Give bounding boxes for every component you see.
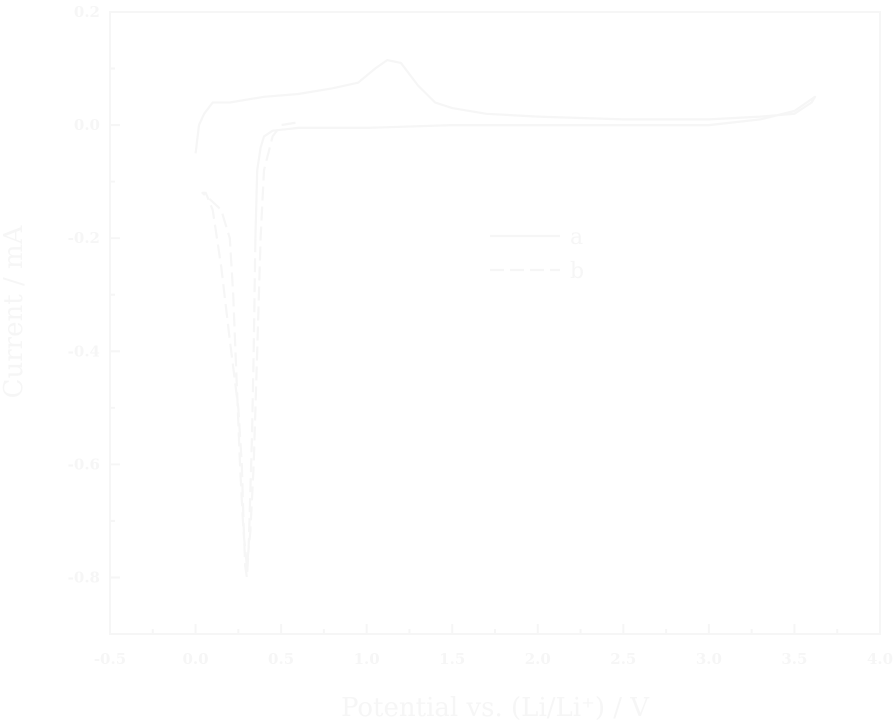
legend: ab [490, 225, 584, 284]
y-axis-title: Current / mA [0, 224, 29, 398]
series-layer [194, 59, 817, 579]
x-tick-label: 2.5 [610, 650, 636, 668]
x-tick-label: 0.0 [183, 650, 209, 668]
y-tick-label: 0.2 [74, 3, 100, 21]
legend-label-b: b [570, 259, 584, 284]
x-tick-label: 2.0 [525, 650, 551, 668]
y-tick-label: 0.0 [74, 116, 100, 134]
y-axis-ticks: 0.2 0.0 -0.2 -0.4 -0.6 -0.8 [68, 3, 120, 635]
x-tick-label: 4.0 [867, 650, 893, 668]
x-tick-label: 3.5 [781, 650, 807, 668]
y-tick-label: -0.6 [68, 455, 100, 473]
x-tick-label: 0.5 [268, 650, 294, 668]
y-tick-label: -0.8 [68, 568, 100, 586]
x-axis-ticks: -0.5 0.0 0.5 1.0 1.5 2.0 2.5 3.0 3.5 4.0 [94, 624, 893, 668]
x-tick-label: 1.5 [439, 650, 465, 668]
legend-label-a: a [570, 225, 583, 250]
x-tick-label: -0.5 [94, 650, 126, 668]
y-tick-label: -0.4 [68, 342, 100, 360]
x-axis-title: Potential vs. (Li/Li⁺) / V [341, 693, 650, 723]
series-line-b [201, 121, 299, 579]
y-tick-label: -0.2 [68, 229, 100, 247]
series-line-a [194, 59, 817, 239]
x-tick-label: 1.0 [354, 650, 380, 668]
x-tick-label: 3.0 [696, 650, 722, 668]
